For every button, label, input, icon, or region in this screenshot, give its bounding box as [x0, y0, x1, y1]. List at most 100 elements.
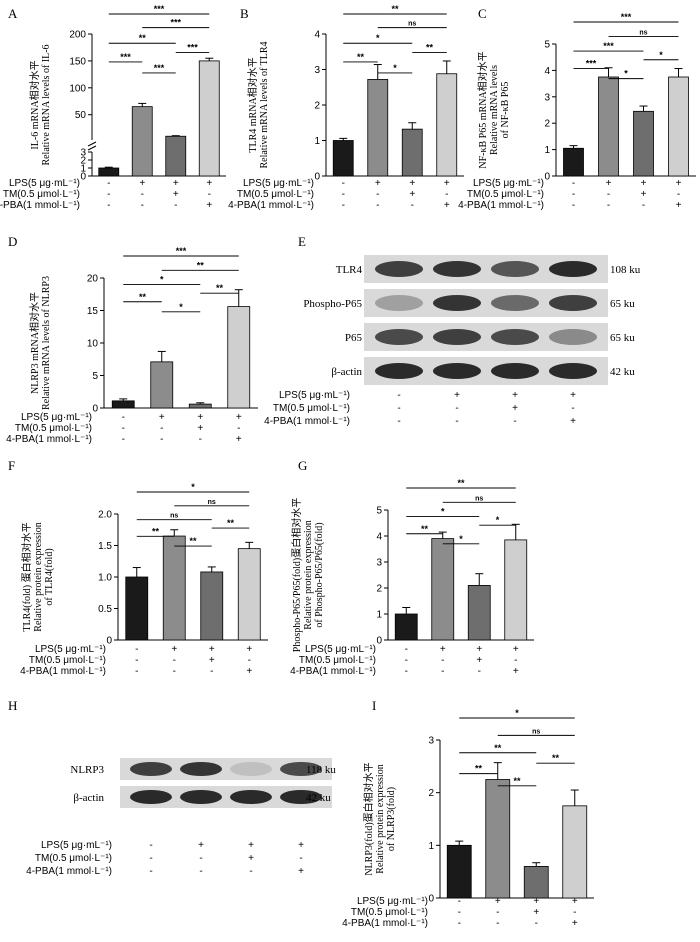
y-axis-label: of NLRP3(fold)	[386, 787, 397, 851]
y-tick-label: 5	[544, 40, 550, 51]
treatment-label: 4-PBA(1 mmol·L⁻¹)	[0, 200, 80, 211]
treatment-label: LPS(5 μg·mL⁻¹)	[243, 178, 314, 189]
sig-label: ns	[208, 499, 216, 506]
treatment-mark: -	[455, 403, 458, 414]
bar	[446, 844, 472, 899]
y-axis-label: of Phospho-P65/P65(fold)	[314, 522, 325, 627]
treatment-mark: -	[149, 866, 152, 877]
treatment-mark: -	[249, 866, 252, 877]
sig-label: **	[197, 260, 205, 270]
y-tick-label: 3	[376, 558, 382, 569]
y-axis-label: of NF-κB P65	[500, 82, 511, 139]
sig-label: **	[513, 776, 521, 786]
blot-band	[433, 295, 481, 311]
y-axis-label: Relative mRNA levels	[489, 65, 500, 155]
treatment-mark: +	[513, 666, 519, 677]
sig-label: **	[552, 753, 560, 763]
bar	[431, 538, 455, 641]
sig-label: *	[179, 302, 183, 312]
treatment-mark: -	[376, 189, 379, 200]
y-tick-label: 150	[69, 56, 86, 67]
blot-band	[375, 363, 423, 379]
treatment-mark: +	[641, 178, 647, 189]
blot-band	[375, 329, 423, 345]
treatment-mark: -	[149, 853, 152, 864]
blot-band	[230, 790, 272, 804]
treatment-mark: -	[455, 416, 458, 427]
treatment-mark: -	[248, 655, 251, 666]
treatment-mark: -	[405, 655, 408, 666]
treatment-mark: +	[495, 896, 501, 907]
treatment-mark: -	[141, 200, 144, 211]
blot-band	[433, 329, 481, 345]
sig-label: ns	[170, 513, 178, 520]
sig-label: ***	[170, 18, 181, 28]
treatment-label: LPS(5 μg·mL⁻¹)	[279, 390, 350, 401]
treatment-mark: -	[135, 655, 138, 666]
blot-band	[549, 329, 597, 345]
panel-label-G: G	[298, 458, 307, 473]
blot-row-label: TLR4	[336, 264, 363, 276]
treatment-mark: +	[533, 907, 539, 918]
blot-band	[280, 762, 322, 776]
sig-label: ns	[639, 30, 647, 37]
treatment-mark: -	[572, 200, 575, 211]
bar	[188, 403, 212, 409]
bar	[523, 866, 549, 899]
y-axis-label: NLRP3(fold)蛋白相对水平	[362, 762, 375, 875]
y-tick-label: 200	[69, 30, 86, 41]
y-tick-label: 2	[428, 788, 434, 799]
treatment-mark: -	[573, 907, 576, 918]
y-tick-label: 0	[428, 894, 434, 905]
treatment-mark: -	[122, 423, 125, 434]
blot-size-label: 108 ku	[610, 264, 641, 276]
blot-row-label: β-actin	[73, 792, 104, 804]
treatment-mark: +	[246, 644, 252, 655]
treatment-mark: -	[441, 666, 444, 677]
treatment-mark: -	[173, 655, 176, 666]
treatment-label: LPS(5 μg·mL⁻¹)	[41, 840, 112, 851]
treatment-mark: -	[135, 644, 138, 655]
blot-row-label: Phospho-P65	[303, 298, 362, 310]
bar	[367, 79, 389, 177]
treatment-mark: -	[237, 423, 240, 434]
treatment-label: LPS(5 μg·mL⁻¹)	[35, 644, 106, 655]
treatment-label: TM(0.5 μmol·L⁻¹)	[29, 655, 106, 666]
y-tick-label: 0	[80, 172, 86, 183]
blot-size-label: 42 ku	[610, 366, 635, 378]
sig-label: *	[393, 63, 397, 73]
treatment-mark: +	[197, 412, 203, 423]
treatment-label: TM(0.5 μmol·L⁻¹)	[273, 403, 350, 414]
treatment-mark: +	[533, 896, 539, 907]
blot-band	[130, 762, 172, 776]
panel-label-E: E	[298, 234, 306, 249]
treatment-mark: +	[248, 853, 254, 864]
treatment-mark: -	[478, 666, 481, 677]
bar	[668, 76, 689, 177]
sig-label: *	[160, 275, 164, 285]
treatment-mark: +	[513, 644, 519, 655]
y-tick-label: 1.0	[98, 573, 112, 584]
bar	[198, 60, 220, 177]
treatment-mark: -	[607, 200, 610, 211]
sig-label: **	[426, 43, 434, 53]
y-tick-label: 2	[544, 119, 550, 130]
y-tick-label: 15	[87, 306, 99, 317]
sig-label: *	[191, 482, 195, 492]
treatment-mark: -	[149, 840, 152, 851]
y-tick-label: 4	[376, 532, 382, 543]
y-tick-label: 2	[376, 584, 382, 595]
sig-label: **	[152, 526, 160, 536]
bar	[562, 805, 588, 899]
treatment-mark: -	[199, 434, 202, 445]
y-tick-label: 20	[87, 274, 99, 285]
treatment-mark: +	[476, 655, 482, 666]
y-tick-label: 0.5	[98, 604, 112, 615]
treatment-mark: -	[458, 918, 461, 929]
sig-label: *	[376, 33, 380, 43]
treatment-mark: -	[173, 666, 176, 677]
y-tick-label: 2	[314, 101, 320, 112]
y-tick-label: 4	[314, 30, 320, 41]
bar	[98, 167, 120, 177]
